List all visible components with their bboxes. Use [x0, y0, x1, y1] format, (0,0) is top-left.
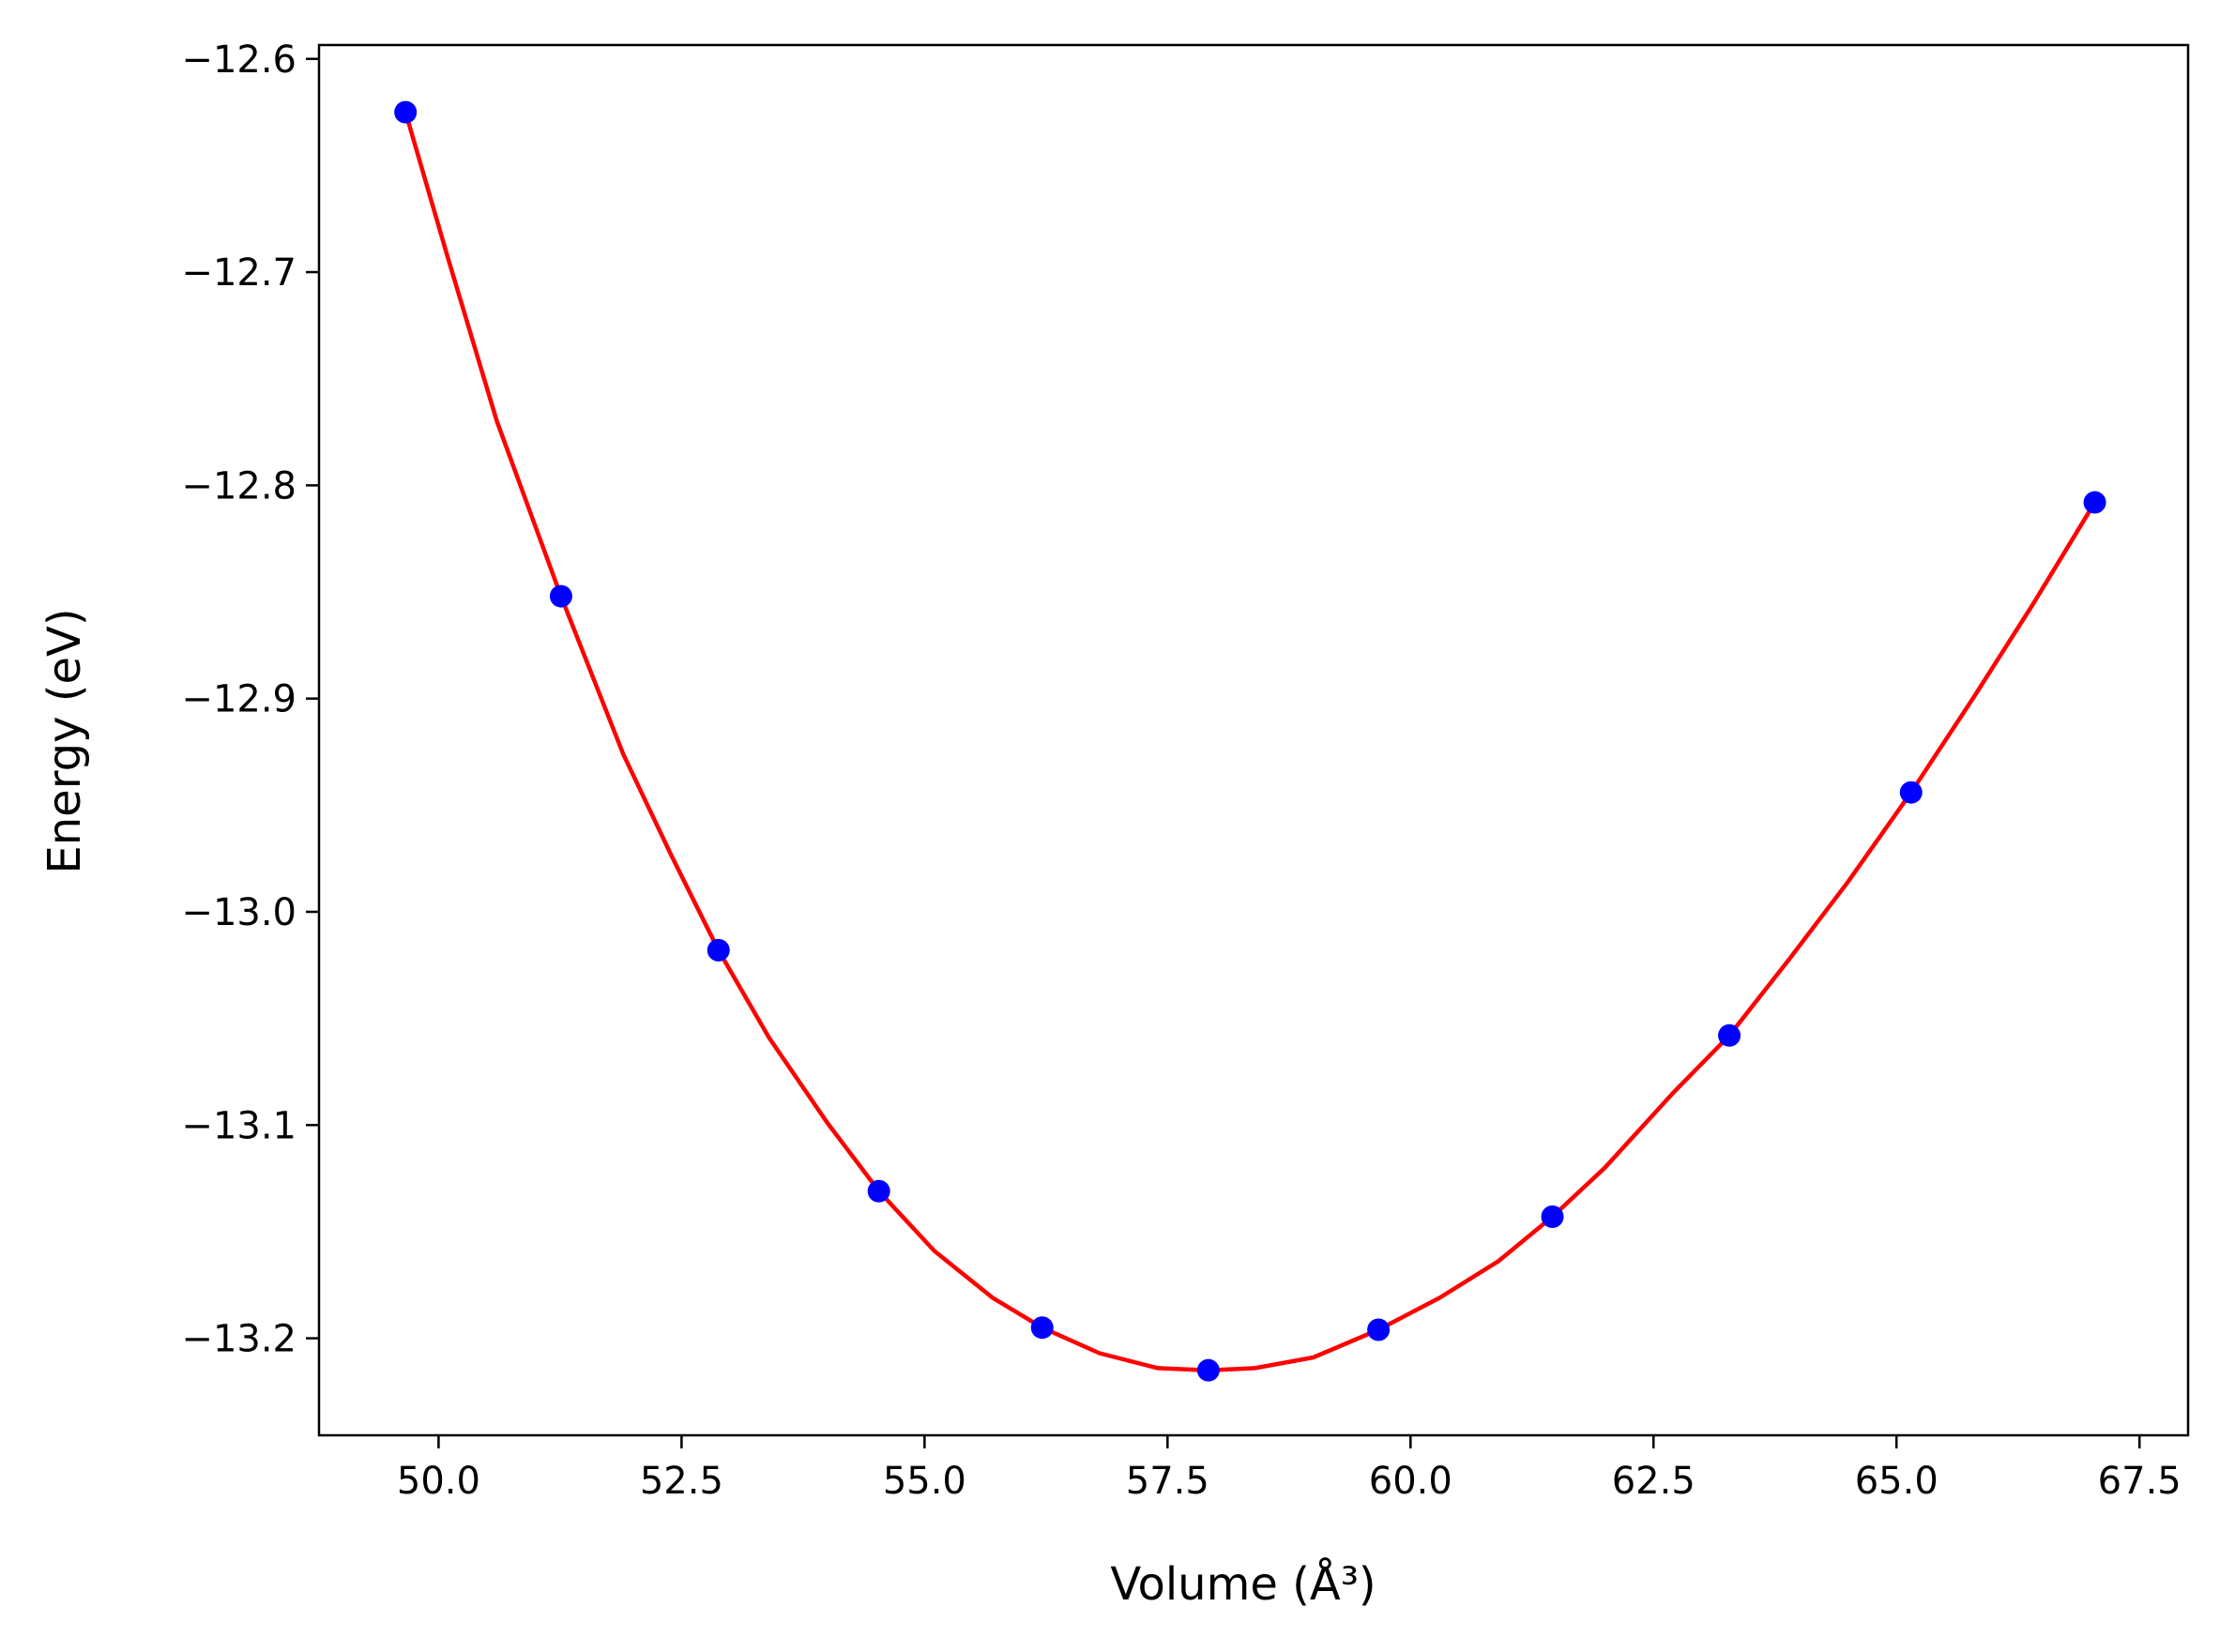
- y-tick-label: −13.0: [181, 891, 296, 934]
- x-axis-ticks: 50.0 52.5 55.0 57.5 60.0 62.5 65.0 67.5: [397, 1435, 2182, 1503]
- x-axis-label: Volume (Å³): [1110, 1557, 1376, 1611]
- data-point: [707, 938, 730, 962]
- x-tick-label: 57.5: [1126, 1460, 1209, 1503]
- x-tick-label: 55.0: [883, 1460, 966, 1503]
- x-tick-label: 62.5: [1612, 1460, 1695, 1503]
- data-point: [1541, 1205, 1564, 1229]
- data-point: [1196, 1358, 1220, 1382]
- y-axis-ticks: −12.6 −12.7 −12.8 −12.9 −13.0 −13.1 −13.2: [181, 38, 319, 1361]
- y-tick-label: −12.8: [181, 464, 296, 508]
- fit-curve-line: [403, 111, 2097, 1372]
- data-point: [394, 100, 418, 124]
- data-point: [2083, 491, 2106, 514]
- y-tick-label: −13.2: [181, 1318, 296, 1361]
- plot-area: [317, 43, 2190, 1437]
- x-tick-label: 67.5: [2098, 1460, 2182, 1503]
- x-tick-label: 65.0: [1855, 1460, 1939, 1503]
- x-tick-label: 60.0: [1369, 1460, 1452, 1503]
- data-point: [867, 1179, 890, 1203]
- y-axis-label: Energy (eV): [38, 608, 91, 873]
- y-tick-label: −12.7: [181, 251, 296, 295]
- x-tick-label: 50.0: [397, 1460, 480, 1503]
- y-tick-label: −12.9: [181, 678, 296, 721]
- plot-frame: [317, 43, 2190, 1437]
- data-point: [549, 584, 572, 608]
- y-tick-label: −13.1: [181, 1104, 296, 1147]
- data-point: [1030, 1316, 1054, 1340]
- data-point: [1899, 781, 1923, 804]
- data-point: [1718, 1023, 1741, 1047]
- y-tick-label: −12.6: [181, 38, 296, 82]
- x-tick-label: 52.5: [640, 1460, 723, 1503]
- data-point: [1367, 1318, 1391, 1341]
